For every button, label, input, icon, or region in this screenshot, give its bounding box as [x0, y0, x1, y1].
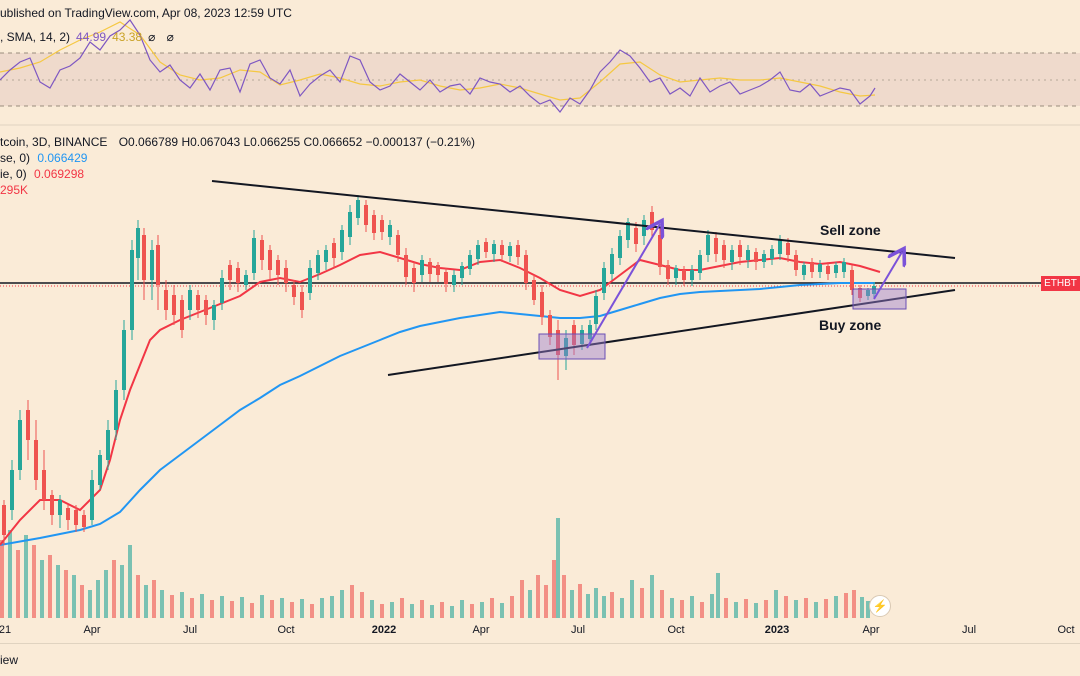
time-axis-label: Apr [83, 624, 101, 636]
publish-bar: ublished on TradingView.com, Apr 08, 202… [0, 0, 1080, 26]
ma-slow-row: se, 0) 0.066429 [0, 150, 475, 166]
ohlc-values: O0.066789 H0.067043 L0.066255 C0.066652 … [118, 135, 476, 149]
volume-row: 295K [0, 182, 475, 198]
ma-slow-label: se, 0) [0, 151, 31, 165]
rally-arrow-1[interactable] [586, 224, 660, 349]
rsi-value: 44.99 [76, 30, 107, 44]
buy-zone-box-2[interactable] [852, 288, 907, 310]
time-axis-label: Oct [1057, 624, 1075, 636]
volume-bars [0, 518, 870, 618]
rsi-ma-line [0, 21, 876, 101]
symbol-row: tcoin, 3D, BINANCE O0.066789 H0.067043 L… [0, 134, 475, 150]
rsi-ma-value: 43.38 [112, 30, 143, 44]
time-axis-label: 2023 [764, 624, 790, 636]
upper-trendline[interactable] [211, 180, 956, 259]
time-axis-label: Jul [961, 624, 977, 636]
time-axis-label: Apr [472, 624, 490, 636]
rsi-legend[interactable]: , SMA, 14, 2) 44.99 43.38 ⌀ ⌀ [0, 30, 178, 44]
ma-fast-line [0, 250, 881, 546]
ma-slow-line [0, 282, 875, 546]
ma-fast-row: ie, 0) 0.069298 [0, 166, 475, 182]
ma-slow-value: 0.066429 [37, 151, 88, 165]
time-axis-label: Apr [862, 624, 880, 636]
time-axis-label: 21 [0, 624, 12, 636]
visibility-icon[interactable]: ⌀ ⌀ [148, 30, 178, 44]
ma-fast-value: 0.069298 [34, 167, 85, 181]
rally-arrow-2[interactable] [873, 252, 902, 300]
volume-value: 295K [0, 183, 29, 197]
time-axis-label: Jul [570, 624, 586, 636]
buy-zone-label: Buy zone [819, 317, 882, 333]
buy-zone-box-1[interactable] [538, 333, 606, 360]
footer-text: iew [0, 653, 19, 667]
time-axis-label: Oct [277, 624, 295, 636]
footer-bar: iew [0, 643, 1080, 676]
time-axis-label: 2022 [371, 624, 397, 636]
publish-text: ublished on TradingView.com, Apr 08, 202… [0, 6, 292, 20]
sell-zone-label: Sell zone [820, 222, 881, 238]
candles [2, 195, 876, 545]
time-axis-label: Oct [667, 624, 685, 636]
rsi-label: , SMA, 14, 2) [0, 30, 71, 44]
symbol-label: tcoin, 3D, BINANCE [0, 135, 108, 149]
lightning-icon[interactable]: ⚡ [869, 595, 891, 617]
ma-fast-label: ie, 0) [0, 167, 27, 181]
rsi-line [0, 19, 876, 113]
price-tag: ETHBT [1041, 276, 1080, 291]
main-legend[interactable]: tcoin, 3D, BINANCE O0.066789 H0.067043 L… [0, 134, 475, 198]
time-axis-label: Jul [182, 624, 198, 636]
lower-trendline[interactable] [387, 289, 956, 376]
